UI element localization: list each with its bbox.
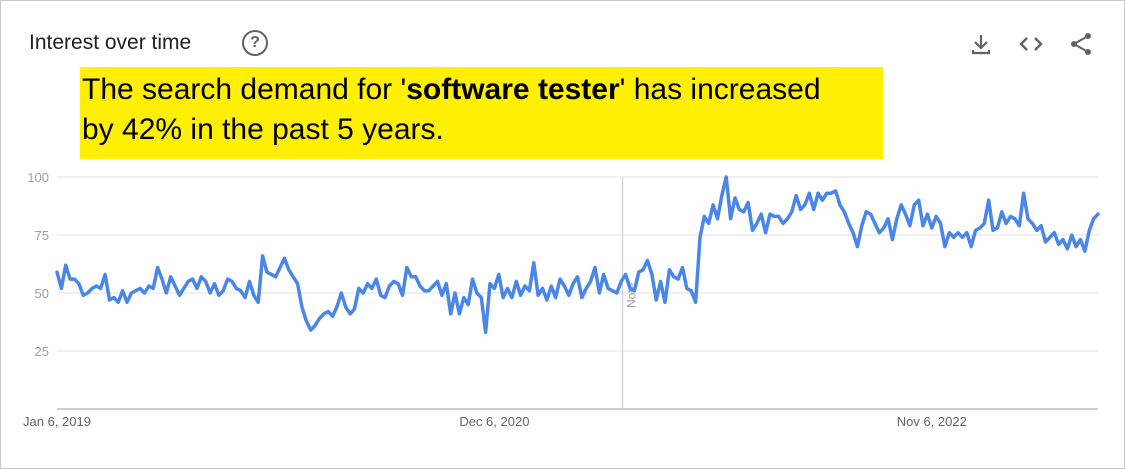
callout-keyword: software tester bbox=[406, 73, 620, 106]
share-icon[interactable] bbox=[1068, 31, 1094, 57]
x-tick-label-1: Dec 6, 2020 bbox=[459, 414, 529, 429]
embed-code-icon[interactable] bbox=[1018, 31, 1044, 57]
callout-text-prefix: The search demand for ' bbox=[82, 73, 407, 106]
y-tick-label-50: 50 bbox=[35, 286, 49, 301]
chart-title: Interest over time bbox=[29, 31, 192, 54]
download-icon[interactable] bbox=[968, 31, 994, 57]
highlight-callout: The search demand for 'software tester' … bbox=[80, 67, 883, 159]
callout-text-line2: by 42% in the past 5 years. bbox=[82, 113, 444, 146]
help-circle-icon[interactable]: ? bbox=[242, 30, 268, 56]
y-tick-label-100: 100 bbox=[27, 170, 49, 185]
y-tick-label-75: 75 bbox=[35, 228, 49, 243]
x-tick-label-2: Nov 6, 2022 bbox=[897, 414, 967, 429]
series-line bbox=[55, 175, 1100, 335]
x-tick-label-0: Jan 6, 2019 bbox=[23, 414, 91, 429]
callout-text-suffix: ' has increased bbox=[619, 73, 821, 106]
y-tick-label-25: 25 bbox=[35, 344, 49, 359]
